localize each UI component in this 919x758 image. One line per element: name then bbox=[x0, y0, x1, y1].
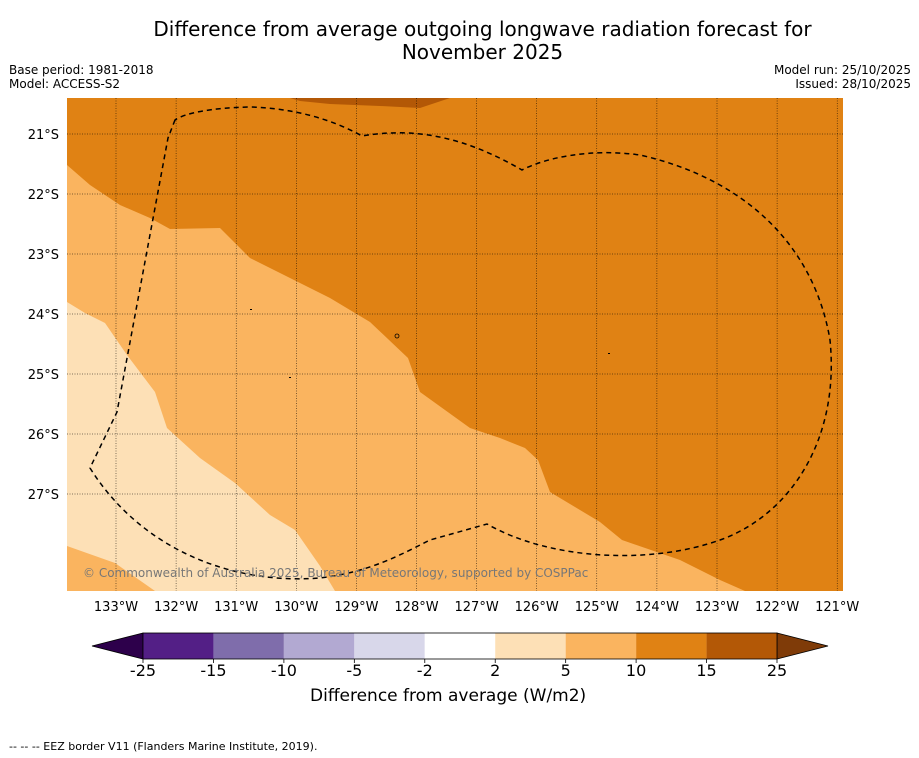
colorbar-tick-label: -25 bbox=[130, 661, 156, 680]
colorbar-frame bbox=[142, 632, 778, 660]
island-marker bbox=[608, 353, 610, 354]
longitude-labels: 133°W 132°W 131°W 130°W 129°W 128°W 127°W 126°W… bbox=[94, 600, 860, 615]
graticule bbox=[67, 98, 843, 591]
lat-label: 24°S bbox=[28, 308, 59, 323]
lon-label: 130°W bbox=[274, 600, 318, 615]
eez-footnote: -- -- -- EEZ border V11 (Flanders Marine… bbox=[9, 740, 318, 753]
model-run: Model run: 25/10/2025 bbox=[773, 63, 911, 77]
colorbar-bin bbox=[706, 633, 777, 659]
lon-label: 132°W bbox=[154, 600, 198, 615]
lat-label: 21°S bbox=[28, 128, 59, 143]
lat-label: 27°S bbox=[28, 488, 59, 503]
meta-left: Base period: 1981-2018 Model: ACCESS-S2 bbox=[9, 63, 154, 91]
title-line-2: November 2025 bbox=[401, 40, 564, 64]
colorbar-tick-label: 2 bbox=[490, 661, 500, 680]
colorbar-bin bbox=[636, 633, 707, 659]
colorbar-tick-label: 25 bbox=[767, 661, 787, 680]
eez-border bbox=[89, 106, 832, 580]
lon-label: 127°W bbox=[455, 600, 499, 615]
lon-label: 121°W bbox=[815, 600, 859, 615]
colorbar-tick-label: 15 bbox=[696, 661, 716, 680]
lon-label: 128°W bbox=[394, 600, 438, 615]
lat-label: 23°S bbox=[28, 248, 59, 263]
model-name: Model: ACCESS-S2 bbox=[9, 77, 121, 91]
band-15-25 bbox=[290, 98, 450, 108]
map-area bbox=[67, 98, 843, 591]
issued-date: Issued: 28/10/2025 bbox=[795, 77, 911, 91]
colorbar-tick-label: -15 bbox=[200, 661, 226, 680]
lon-label: 126°W bbox=[515, 600, 559, 615]
island-marker bbox=[394, 333, 400, 339]
lon-label: 125°W bbox=[575, 600, 619, 615]
lat-label: 22°S bbox=[28, 188, 59, 203]
lat-label: 25°S bbox=[28, 368, 59, 383]
island-marker bbox=[289, 377, 291, 378]
lon-label: 124°W bbox=[635, 600, 679, 615]
colorbar-tick-label: -2 bbox=[417, 661, 433, 680]
colorbar-over-arrow bbox=[776, 632, 829, 660]
latitude-labels: 21°S 22°S 23°S 24°S 25°S 26°S 27°S bbox=[28, 128, 59, 503]
colorbar-tick-label: -5 bbox=[346, 661, 362, 680]
colorbar-bin bbox=[495, 633, 566, 659]
colorbar-tick-label: 10 bbox=[626, 661, 646, 680]
lon-label: 122°W bbox=[755, 600, 799, 615]
colorbar-bin bbox=[143, 633, 214, 659]
colorbar-bin bbox=[424, 633, 496, 659]
lon-label: 133°W bbox=[94, 600, 138, 615]
title-line-1: Difference from average outgoing longwav… bbox=[153, 17, 812, 41]
lon-label: 131°W bbox=[214, 600, 258, 615]
lon-label: 123°W bbox=[695, 600, 739, 615]
lat-label: 26°S bbox=[28, 428, 59, 443]
lon-label: 129°W bbox=[334, 600, 378, 615]
base-period: Base period: 1981-2018 bbox=[9, 63, 154, 77]
meta-right: Model run: 25/10/2025 Issued: 28/10/2025 bbox=[774, 63, 911, 91]
map-title: Difference from average outgoing longwav… bbox=[0, 18, 919, 64]
colorbar: -25 -15 -10 -5 -2 2 5 10 15 25 bbox=[91, 632, 829, 680]
colorbar-tick-label: 5 bbox=[561, 661, 571, 680]
colorbar-label: Difference from average (W/m2) bbox=[310, 686, 587, 706]
copyright-notice: © Commonwealth of Australia 2025, Bureau… bbox=[83, 566, 588, 580]
colorbar-bin bbox=[354, 633, 425, 659]
colorbar-bin bbox=[283, 633, 355, 659]
colorbar-tick-label: -10 bbox=[271, 661, 297, 680]
colorbar-bin bbox=[565, 633, 637, 659]
colorbar-under-arrow bbox=[91, 632, 144, 660]
island-marker bbox=[250, 309, 252, 310]
colorbar-bin bbox=[213, 633, 284, 659]
